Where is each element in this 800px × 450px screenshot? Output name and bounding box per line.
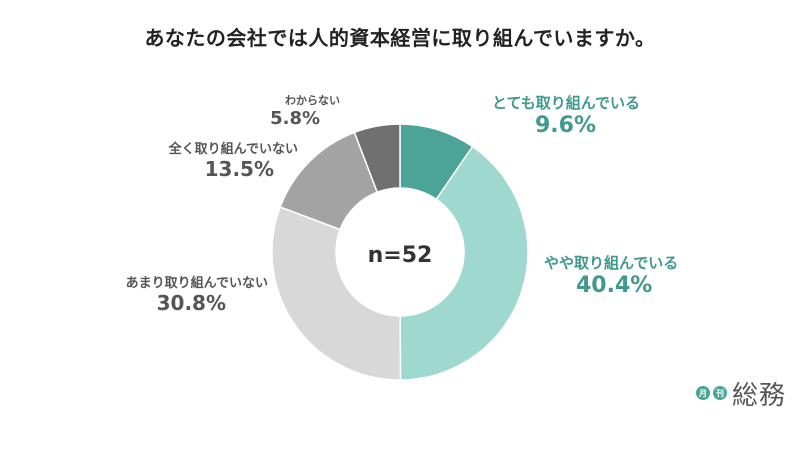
slice-wakaranai	[353, 123, 401, 194]
logo-text: 総務	[732, 380, 787, 411]
label-amari: あまり取り組んでいない 30.8%	[100, 272, 268, 315]
label-amari-category: あまり取り組んでいない	[125, 276, 268, 291]
label-mattaku: 全く取り組んでいない 13.5%	[150, 138, 298, 181]
logo-badge-kan: 刊	[713, 386, 727, 400]
label-yaya-value: 40.4%	[576, 273, 653, 298]
label-wakaranai-category: わからない	[285, 94, 340, 107]
chart-title: あなたの会社では人的資本経営に取り組んでいますか。	[144, 26, 656, 50]
label-yaya-category: やや取り組んでいる	[544, 254, 679, 272]
label-mattaku-category: 全く取り組んでいない	[168, 142, 298, 157]
slice-amari	[271, 206, 402, 381]
gekkan-soumu-logo: 月 刊 総務	[696, 376, 787, 411]
label-yaya: やや取り組んでいる 40.4%	[544, 252, 744, 298]
center-label: n=52	[368, 243, 433, 268]
label-totemo-value: 9.6%	[535, 113, 597, 138]
label-wakaranai: わからない 5.8%	[250, 92, 340, 129]
label-totemo-category: とても取り組んでいる	[492, 94, 641, 112]
label-totemo: とても取り組んでいる 9.6%	[492, 92, 692, 138]
label-wakaranai-value: 5.8%	[270, 108, 320, 129]
logo-badge-getsu: 月	[696, 386, 710, 400]
label-mattaku-value: 13.5%	[204, 157, 274, 181]
label-amari-value: 30.8%	[156, 291, 226, 315]
slice-yaya	[399, 145, 529, 381]
